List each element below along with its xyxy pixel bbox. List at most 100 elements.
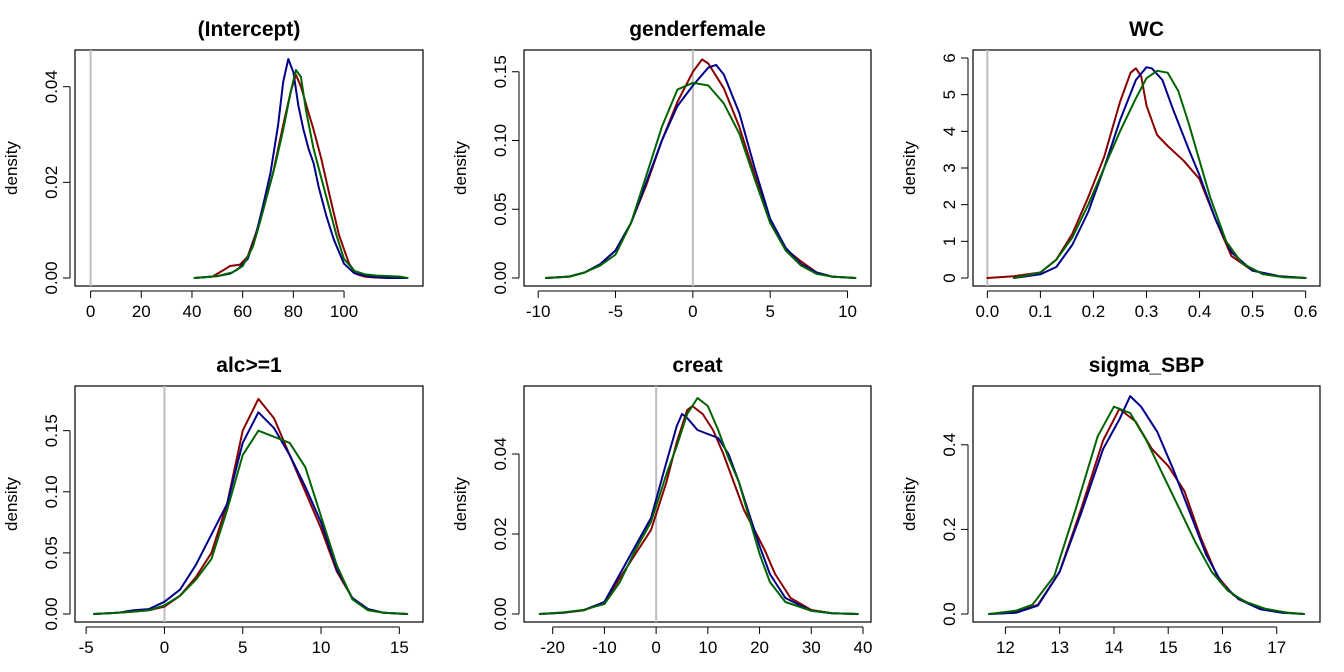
density-curve-1: [193, 73, 409, 279]
x-tick-label: 0.1: [1029, 302, 1053, 321]
plot-frame: [523, 49, 872, 287]
y-tick-label: 0.10: [42, 475, 61, 508]
x-tick-label: 80: [284, 302, 303, 321]
y-tick-label: 5: [940, 90, 959, 99]
y-axis-label: density: [2, 477, 21, 531]
density-curve-3: [1012, 69, 1307, 279]
x-tick-label: 17: [1267, 638, 1286, 657]
y-tick-label: 4: [940, 127, 959, 136]
y-tick-label: 0.02: [42, 166, 61, 199]
density-curve-3: [193, 69, 409, 279]
x-tick-label: -5: [608, 302, 623, 321]
y-tick-label: 0.00: [491, 261, 510, 294]
y-tick-label: 0.02: [491, 517, 510, 550]
x-tick-label: 100: [330, 302, 358, 321]
density-curve-1: [93, 397, 409, 615]
y-tick-label: 0.05: [491, 193, 510, 226]
y-tick-label: 0.4: [940, 433, 959, 457]
x-tick-label: 20: [750, 638, 769, 657]
density-curve-3: [93, 429, 409, 615]
plot-frame: [523, 385, 872, 623]
x-tick-label: 0: [651, 638, 660, 657]
y-axis-label: density: [900, 477, 919, 531]
x-tick-label: 12: [996, 638, 1015, 657]
x-tick-label: -10: [592, 638, 617, 657]
x-tick-label: 0: [86, 302, 95, 321]
y-tick-label: 6: [940, 53, 959, 62]
x-tick-label: 0.2: [1082, 302, 1106, 321]
x-tick-label: -20: [540, 638, 565, 657]
x-tick-label: 40: [183, 302, 202, 321]
x-tick-label: 0.5: [1241, 302, 1265, 321]
density-curve-3: [538, 397, 859, 615]
density-curve-3: [988, 405, 1305, 615]
x-tick-label: 10: [698, 638, 717, 657]
y-axis-label: density: [451, 141, 470, 195]
y-tick-label: 0.05: [42, 536, 61, 569]
y-tick-label: 0.10: [491, 124, 510, 157]
x-tick-label: 30: [802, 638, 821, 657]
panel-2: genderfemale -10 -5 0 5 10 0.00 0.05 0.10 0.15 den…: [451, 18, 872, 321]
x-tick-label: 60: [233, 302, 252, 321]
panel-title: sigma_SBP: [1089, 354, 1205, 377]
density-curve-2: [193, 58, 409, 279]
density-curve-2: [988, 395, 1305, 615]
x-tick-label: -5: [79, 638, 94, 657]
plot-frame: [972, 385, 1321, 623]
x-tick-label: 20: [132, 302, 151, 321]
x-tick-label: 0: [688, 302, 697, 321]
x-tick-label: 5: [765, 302, 774, 321]
x-tick-label: 15: [1159, 638, 1178, 657]
panel-title: WC: [1129, 18, 1164, 41]
x-tick-label: 0.4: [1188, 302, 1212, 321]
density-curve-1: [538, 405, 859, 615]
x-tick-label: 5: [238, 638, 247, 657]
panel-title: (Intercept): [198, 18, 301, 41]
y-axis-label: density: [900, 141, 919, 195]
density-curve-2: [544, 63, 857, 279]
x-tick-label: 14: [1104, 638, 1123, 657]
density-curve-2: [538, 413, 859, 615]
y-tick-label: 0.0: [940, 602, 959, 626]
y-axis-label: density: [451, 477, 470, 531]
y-tick-label: 0: [940, 273, 959, 282]
y-tick-label: 0.00: [491, 597, 510, 630]
density-curve-2: [1012, 66, 1307, 279]
x-tick-label: 16: [1213, 638, 1232, 657]
panel-4: alc>=1 -5 0 5 10 15 0.00 0.05 0.10 0.15 density: [2, 354, 424, 657]
x-tick-label: 0.0: [976, 302, 1000, 321]
x-tick-label: 40: [854, 638, 873, 657]
y-tick-label: 0.00: [42, 597, 61, 630]
y-axis-label: density: [2, 141, 21, 195]
y-tick-label: 2: [940, 200, 959, 209]
x-tick-label: 15: [390, 638, 409, 657]
x-tick-label: 10: [312, 638, 331, 657]
density-curve-1: [544, 58, 857, 279]
panel-1: (Intercept) 0 20 40 60 80 100 0.00 0.02 0.04 densi…: [2, 18, 424, 321]
density-curve-1: [986, 67, 1307, 279]
y-tick-label: 1: [940, 237, 959, 246]
y-tick-label: 0.15: [491, 55, 510, 88]
x-tick-label: 13: [1050, 638, 1069, 657]
y-tick-label: 0.04: [491, 437, 510, 470]
y-tick-label: 0.2: [940, 518, 959, 542]
x-tick-label: 0.3: [1135, 302, 1159, 321]
panel-title: genderfemale: [629, 18, 766, 41]
y-tick-label: 0.04: [42, 70, 61, 103]
panel-5: creat -20 -10 0 10 20 30 40 0.00 0.02 0.04 density: [451, 354, 872, 657]
x-tick-label: 0.6: [1294, 302, 1318, 321]
density-curve-3: [544, 81, 857, 279]
plot-frame: [74, 385, 424, 623]
y-tick-label: 0.00: [42, 261, 61, 294]
y-tick-label: 3: [940, 163, 959, 172]
x-tick-label: 10: [838, 302, 857, 321]
panel-title: creat: [672, 354, 722, 377]
y-tick-label: 0.15: [42, 414, 61, 447]
x-tick-label: -10: [526, 302, 551, 321]
plot-frame: [74, 49, 424, 287]
panel-6: sigma_SBP 12 13 14 15 16 17 0.0 0.2 0.4 density: [900, 354, 1321, 657]
panel-title: alc>=1: [216, 354, 282, 377]
x-tick-label: 0: [160, 638, 169, 657]
plot-frame: [972, 49, 1321, 287]
